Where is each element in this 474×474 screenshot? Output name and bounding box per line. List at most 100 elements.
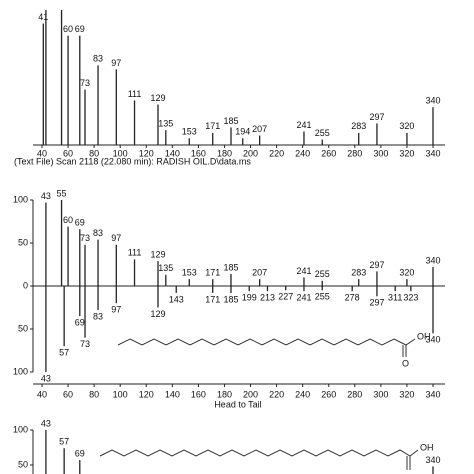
peak-label: 97 (111, 233, 121, 243)
x-tick-label: 60 (63, 389, 73, 399)
peak-label: 297 (369, 260, 384, 270)
peak-label: 60 (63, 24, 73, 34)
peak-label: 297 (369, 298, 384, 308)
x-tick-label: 140 (165, 389, 180, 399)
peak-label: 97 (111, 58, 121, 68)
peak-label: 43 (41, 418, 51, 428)
x-tick-label: 180 (217, 148, 232, 158)
x-tick-label: 200 (243, 389, 258, 399)
x-tick-label: 280 (347, 389, 362, 399)
peak-label: 311 (388, 293, 402, 303)
x-label: Head to Tail (214, 399, 261, 409)
peak-label: 43 (41, 373, 51, 383)
peak-label: 278 (345, 293, 360, 303)
x-tick-label: 260 (321, 148, 336, 158)
peak-label: 41 (38, 12, 48, 22)
peak-label: 69 (75, 317, 85, 327)
x-tick-label: 40 (37, 148, 47, 158)
peak-label: 340 (425, 255, 440, 265)
peak-label: 199 (242, 293, 257, 303)
peak-label: 111 (128, 248, 142, 258)
peak-label: 227 (278, 292, 293, 302)
peak-label: 283 (351, 121, 366, 131)
peak-label: 340 (425, 96, 440, 106)
x-tick-label: 80 (89, 148, 99, 158)
peak-label: 57 (59, 348, 69, 358)
peak-label: 194 (235, 127, 250, 137)
structure-label: OH (420, 442, 434, 452)
peak-label: 60 (63, 215, 73, 225)
structure (117, 338, 416, 346)
peak-label: 213 (260, 293, 275, 303)
peak-label: 83 (93, 311, 103, 321)
peak-label: 185 (223, 294, 238, 304)
x-tick-label: 240 (295, 148, 310, 158)
x-tick-label: 240 (295, 389, 310, 399)
y-tick-label: 0 (23, 280, 28, 290)
peak-label: 55 (57, 188, 67, 198)
peak-label: 297 (369, 112, 384, 122)
scan-caption: (Text File) Scan 2118 (22.080 min): RADI… (14, 156, 251, 166)
x-tick-label: 340 (425, 389, 440, 399)
peak-label: 255 (315, 128, 330, 138)
peak-label: 129 (150, 249, 165, 259)
peak-label: 207 (252, 124, 267, 134)
peak-label: 135 (158, 119, 173, 129)
peak-label: 320 (399, 121, 414, 131)
x-tick-label: 260 (321, 389, 336, 399)
peak-label: 73 (80, 233, 90, 243)
x-tick-label: 40 (37, 389, 47, 399)
peak-label: 69 (75, 24, 85, 34)
peak-label: 283 (351, 267, 366, 277)
x-tick-label: 220 (269, 389, 284, 399)
x-tick-label: 200 (243, 148, 258, 158)
x-tick-label: 320 (399, 389, 414, 399)
structure (99, 449, 419, 457)
peak-label: 69 (75, 218, 85, 228)
x-tick-label: 180 (217, 389, 232, 399)
peak-label: 340 (425, 455, 440, 465)
structure-label: OH (417, 331, 431, 341)
peak-label: 255 (315, 269, 330, 279)
peak-label: 83 (93, 54, 103, 64)
x-tick-label: 140 (165, 148, 180, 158)
peak-label: 73 (80, 78, 90, 88)
peak-label: 129 (150, 309, 165, 319)
y-tick-label: 50 (18, 323, 28, 333)
x-tick-label: 300 (373, 389, 388, 399)
peak-label: 57 (59, 437, 69, 447)
peak-label: 73 (80, 339, 90, 349)
x-tick-label: 280 (347, 148, 362, 158)
peak-label: 153 (182, 267, 197, 277)
peak-label: 241 (296, 266, 311, 276)
peak-label: 43 (41, 191, 51, 201)
peak-label: 135 (158, 263, 173, 273)
peak-label: 129 (150, 93, 165, 103)
x-tick-label: 120 (139, 389, 154, 399)
peak-label: 111 (128, 89, 142, 99)
peak-label: 185 (223, 262, 238, 272)
y-tick-label: 100 (13, 194, 28, 204)
x-tick-label: 60 (63, 148, 73, 158)
y-tick-label: 100 (13, 424, 28, 434)
peak-label: 171 (205, 294, 220, 304)
x-tick-label: 160 (191, 148, 206, 158)
peak-label: 241 (296, 120, 311, 130)
x-tick-label: 160 (191, 389, 206, 399)
peak-label: 255 (315, 292, 330, 302)
x-tick-label: 80 (89, 389, 99, 399)
peak-label: 185 (223, 116, 238, 126)
peak-label: 323 (403, 293, 418, 303)
peak-label: 241 (296, 293, 311, 303)
peak-label: 97 (111, 305, 121, 315)
peak-label: 320 (399, 267, 414, 277)
y-tick-label: 50 (18, 459, 28, 469)
peak-label: 207 (252, 267, 267, 277)
structure-label: O (402, 358, 409, 368)
peak-label: 340 (425, 335, 440, 345)
peak-label: 143 (169, 294, 184, 304)
y-tick-label: 50 (18, 237, 28, 247)
x-tick-label: 320 (399, 148, 414, 158)
